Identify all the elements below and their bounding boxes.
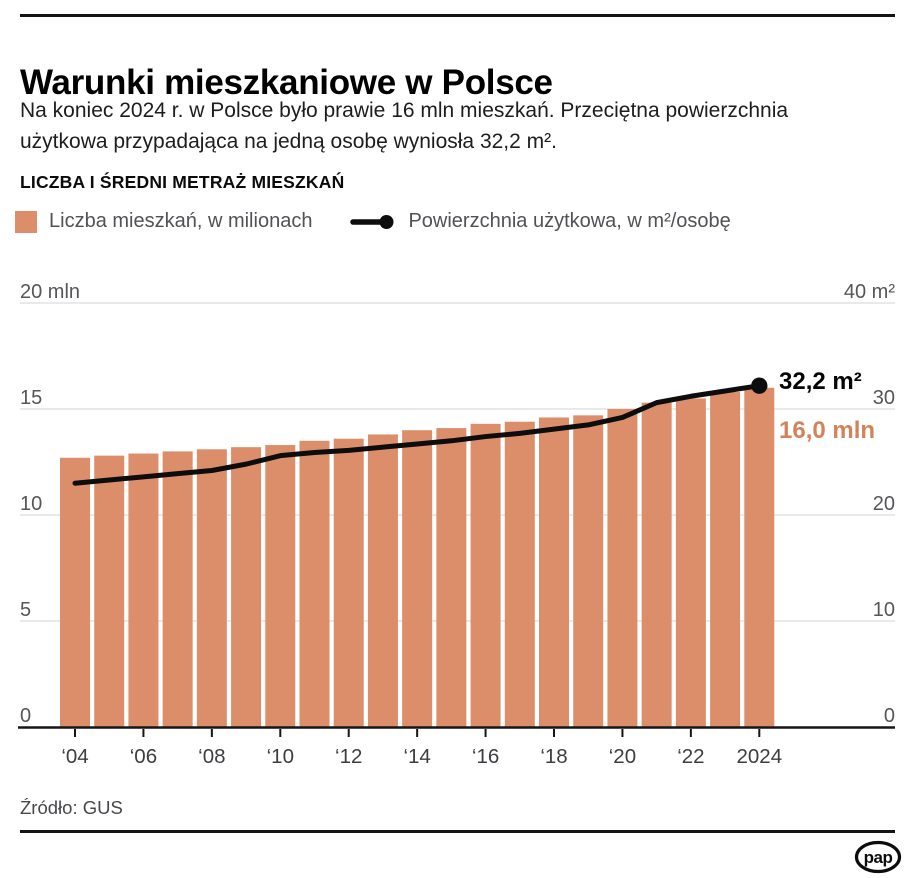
y-left-label-0: 0	[20, 705, 31, 727]
x-label-2006: ‘06	[130, 745, 157, 768]
bar-2022	[675, 398, 706, 727]
legend-label-line: Powierzchnia użytkowa, w m²/osobę	[408, 210, 731, 232]
page-title: Warunki mieszkaniowe w Polsce	[20, 63, 553, 103]
bar-swatch-icon	[15, 210, 37, 233]
bar-2024	[744, 387, 775, 727]
y-left-label-10: 10	[20, 493, 42, 515]
y-right-label-30: 30	[873, 387, 895, 409]
pap-logo-text: pap	[864, 848, 893, 867]
x-label-2004: ‘04	[61, 745, 88, 768]
x-label-2022: ‘22	[677, 745, 704, 768]
pap-logo-ellipse	[854, 840, 902, 874]
bar-2008	[196, 449, 227, 727]
bar-2009	[231, 447, 262, 727]
legend-label-bars: Liczba mieszkań, w milionach	[49, 210, 313, 232]
source-note: Źródło: GUS	[20, 797, 123, 818]
y-right-label-0: 0	[884, 705, 895, 727]
line-dot-swatch-icon	[350, 214, 394, 229]
chart-legend: Liczba mieszkań, w milionach Powierzchni…	[15, 210, 731, 233]
x-label-2020: ‘20	[609, 745, 636, 768]
bar-2015	[436, 428, 467, 727]
bar-2014	[402, 430, 433, 727]
x-label-2008: ‘08	[198, 745, 225, 768]
y-right-label-10: 10	[873, 599, 895, 621]
bar-2023	[710, 392, 741, 727]
bar-2018	[539, 417, 570, 727]
bar-2013	[367, 434, 398, 727]
subtitle-line-1: Na koniec 2024 r. w Polsce było prawie 1…	[20, 99, 789, 122]
x-label-2014: ‘14	[403, 745, 430, 768]
chart-heading: LICZBA I ŚREDNI METRAŻ MIESZKAŃ	[20, 172, 345, 192]
pap-logo: pap	[854, 840, 902, 874]
bar-2007	[162, 451, 193, 727]
bar-2011	[299, 440, 330, 727]
y-left-label-20: 20 mln	[20, 281, 80, 303]
legend-item-line: Powierzchnia użytkowa, w m²/osobę	[350, 210, 731, 233]
bar-end-value: 16,0 mln	[779, 417, 875, 444]
y-left-label-15: 15	[20, 387, 42, 409]
bar-2017	[504, 421, 535, 727]
bar-2019	[573, 415, 604, 727]
usable-area-line	[72, 383, 762, 486]
y-left-label-5: 5	[20, 599, 31, 621]
bottom-rule	[20, 830, 895, 833]
bar-2021	[641, 402, 672, 727]
x-label-2018: ‘18	[540, 745, 567, 768]
top-rule	[20, 14, 895, 17]
legend-item-bars: Liczba mieszkań, w milionach	[15, 210, 312, 233]
line-end-value: 32,2 m²	[779, 368, 862, 395]
subtitle-line-2: użytkowa przypadająca na jedną osobę wyn…	[20, 130, 557, 153]
bar-2010	[265, 445, 296, 727]
x-label-2010: ‘10	[267, 745, 294, 768]
bar-2016	[470, 423, 501, 727]
x-label-2016: ‘16	[472, 745, 499, 768]
line-end-dot	[751, 377, 768, 394]
x-label-2012: ‘12	[335, 745, 362, 768]
page-subtitle: Na koniec 2024 r. w Polsce było prawie 1…	[20, 95, 900, 157]
x-label-2024: 2024	[736, 745, 782, 768]
bar-2005	[94, 455, 125, 727]
y-right-label-20: 20	[873, 493, 895, 515]
y-right-label-40: 40 m²	[844, 281, 895, 303]
bar-2012	[333, 438, 364, 727]
bar-2006	[128, 453, 159, 727]
bar-2020	[607, 409, 638, 727]
bar-2004	[60, 457, 90, 727]
